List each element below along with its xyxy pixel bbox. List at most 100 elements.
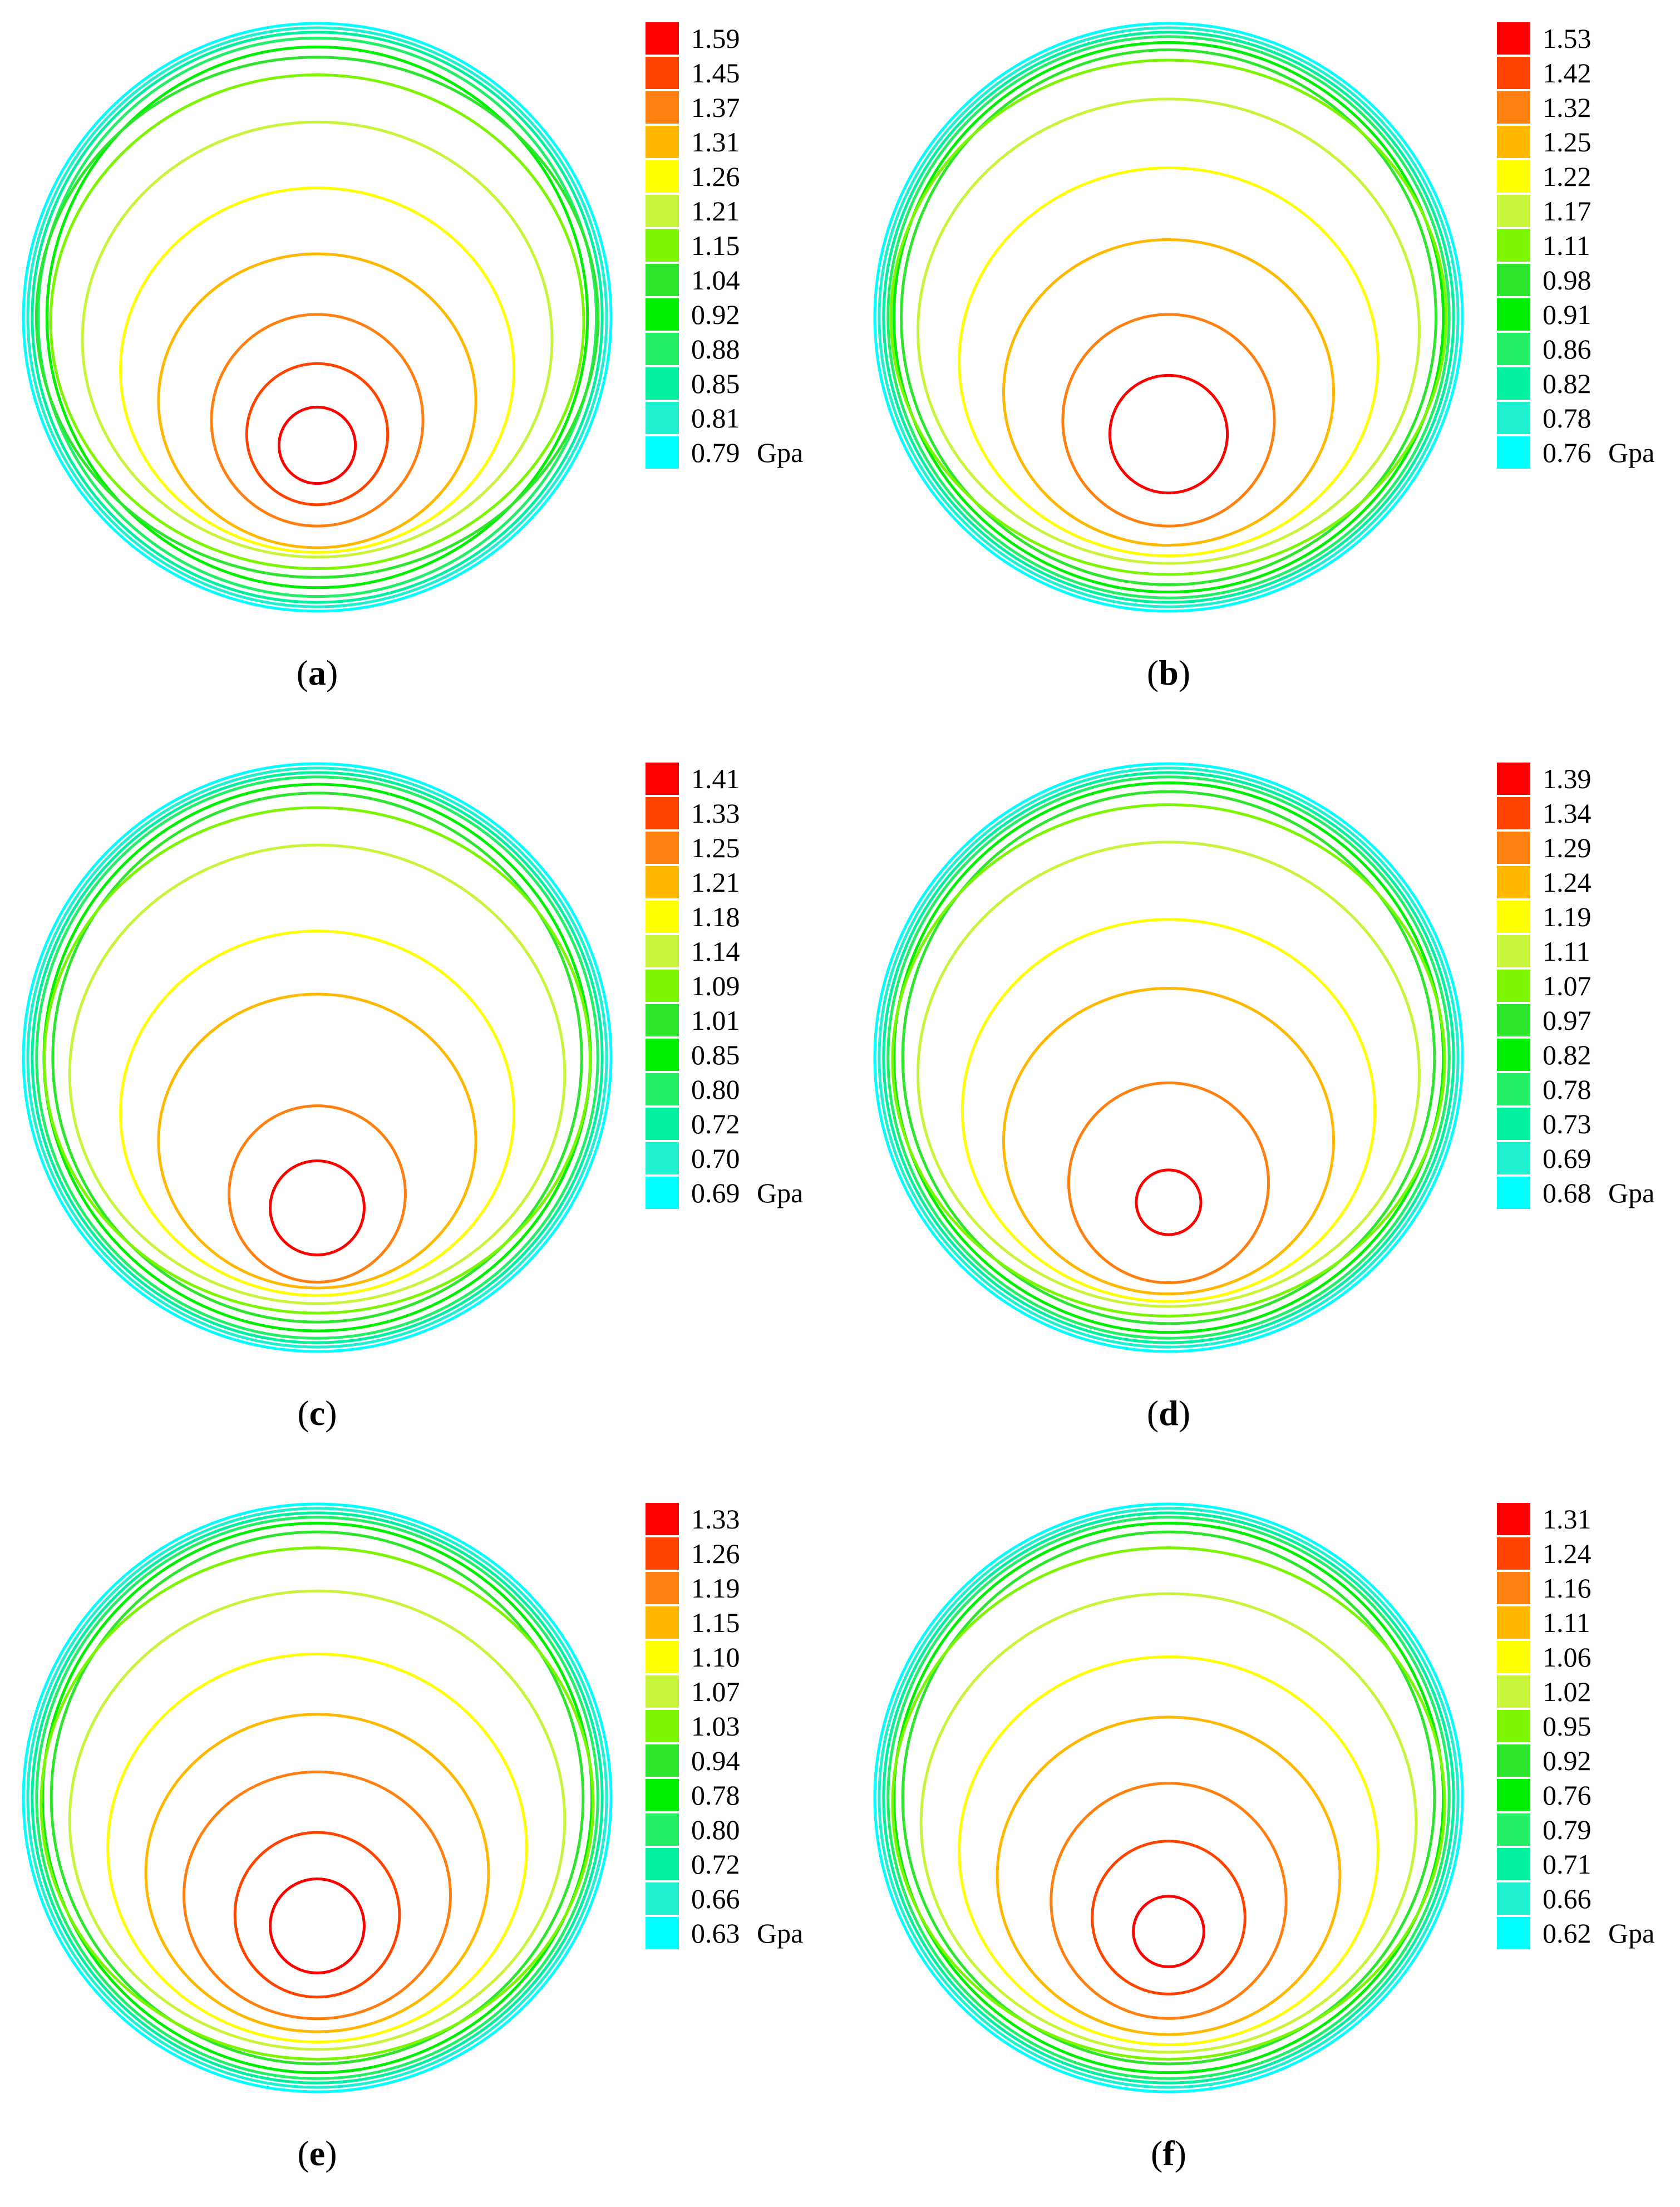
contour-line xyxy=(1002,986,1336,1296)
legend-label: 0.95 xyxy=(1543,1710,1592,1742)
legend-swatch xyxy=(1497,298,1530,331)
legend-label: 0.72 xyxy=(691,1108,740,1139)
contour-lines-f xyxy=(873,1502,1464,2093)
panel-caption-d: (d) xyxy=(1147,1393,1190,1433)
contour-line xyxy=(182,1770,452,2021)
legend-label: 1.26 xyxy=(691,1538,740,1569)
legend-swatch xyxy=(646,1882,679,1915)
legend-swatch xyxy=(646,1710,679,1742)
legend-label: 1.07 xyxy=(1543,970,1592,1001)
legend-swatch xyxy=(1497,367,1530,400)
contour-line xyxy=(49,73,585,571)
legend-swatch xyxy=(1497,1108,1530,1140)
legend-label: 0.70 xyxy=(691,1143,740,1174)
contour-line xyxy=(269,1159,366,1256)
legend-label: 1.01 xyxy=(691,1005,740,1036)
contour-line xyxy=(31,771,604,1344)
contour-line xyxy=(1067,1081,1270,1285)
legend-label: 0.79 xyxy=(1543,1814,1592,1845)
legend-swatch xyxy=(1497,1641,1530,1673)
legend-swatch xyxy=(1497,797,1530,829)
legend-label: 0.86 xyxy=(1543,333,1592,365)
legend-label: 0.66 xyxy=(1543,1883,1592,1914)
legend-label: 1.26 xyxy=(691,161,740,192)
legend-label: 1.24 xyxy=(1543,867,1592,898)
legend-label: 1.32 xyxy=(1543,92,1592,123)
contour-line xyxy=(996,1716,1342,2036)
legend-swatch xyxy=(1497,1004,1530,1036)
legend-swatch xyxy=(646,298,679,331)
legend-swatch xyxy=(1497,126,1530,158)
legend-label: 0.80 xyxy=(691,1074,740,1105)
legend-label: 1.06 xyxy=(1543,1641,1592,1673)
contour-line xyxy=(245,362,390,507)
legend-swatch xyxy=(1497,901,1530,933)
legend-swatch xyxy=(646,367,679,400)
contour-line xyxy=(26,26,608,608)
contour-lines-a xyxy=(22,22,613,613)
legend-label: 1.31 xyxy=(1543,1503,1592,1535)
legend-swatch xyxy=(646,866,679,898)
legend-swatch xyxy=(646,1813,679,1846)
legend-swatch xyxy=(1497,1572,1530,1604)
contour-line xyxy=(1091,1840,1247,1995)
legend-swatch xyxy=(646,1744,679,1777)
contour-line xyxy=(886,775,1451,1340)
legend-unit: Gpa xyxy=(757,1177,803,1208)
legend-c: 1.41 1.331.25 1.211.18 1.141.09 1.010.85 0.80… xyxy=(646,763,803,1209)
legend-swatch xyxy=(646,264,679,296)
legend-unit: Gpa xyxy=(1608,437,1654,468)
contour-lines-d xyxy=(873,762,1464,1353)
legend-swatch xyxy=(1497,832,1530,864)
legend-label: 1.59 xyxy=(691,23,740,54)
legend-label: 1.11 xyxy=(1543,1607,1590,1638)
legend-swatch xyxy=(1497,195,1530,227)
contour-line xyxy=(277,405,357,485)
legend-label: 1.31 xyxy=(691,126,740,158)
legend-swatch xyxy=(646,126,679,158)
legend-label: 1.16 xyxy=(1543,1572,1592,1604)
legend-swatch xyxy=(646,935,679,967)
contour-line xyxy=(1061,313,1276,528)
legend-label: 0.80 xyxy=(691,1814,740,1845)
legend-swatch xyxy=(646,22,679,55)
legend-swatch xyxy=(646,402,679,434)
legend-label: 1.34 xyxy=(1543,798,1592,829)
panel-c: 1.41 1.331.25 1.211.18 1.141.09 1.010.85 0.80… xyxy=(22,762,803,1433)
contour-line xyxy=(42,783,592,1333)
contour-line xyxy=(35,1516,599,2080)
legend-swatch xyxy=(646,1675,679,1708)
legend-label: 1.25 xyxy=(691,832,740,863)
legend-label: 1.42 xyxy=(1543,57,1592,89)
contour-line xyxy=(873,1502,1464,2093)
contour-line xyxy=(917,97,1421,565)
legend-label: 1.04 xyxy=(691,264,740,296)
legend-swatch xyxy=(646,229,679,262)
contour-line xyxy=(960,918,1377,1303)
contour-line xyxy=(1135,1168,1203,1236)
legend-swatch xyxy=(646,1108,679,1140)
contour-line xyxy=(892,1521,1445,2075)
contour-line xyxy=(36,36,598,598)
panel-caption-e: (e) xyxy=(297,2134,337,2173)
legend-swatch xyxy=(646,91,679,124)
legend-label: 0.66 xyxy=(691,1883,740,1914)
contour-line xyxy=(886,1516,1451,2080)
contour-line xyxy=(882,771,1455,1344)
contour-line xyxy=(26,1507,608,2089)
legend-unit: Gpa xyxy=(1608,1918,1654,1949)
legend-label: 1.33 xyxy=(691,798,740,829)
legend-label: 1.33 xyxy=(691,1503,740,1535)
legend-label: 0.76 xyxy=(1543,1780,1592,1811)
legend-swatch xyxy=(646,1917,679,1949)
contour-line xyxy=(233,1831,401,1999)
legend-swatch xyxy=(1497,1537,1530,1570)
legend-swatch xyxy=(1497,1744,1530,1777)
legend-label: 0.85 xyxy=(691,368,740,399)
legend-label: 0.72 xyxy=(691,1849,740,1880)
legend-swatch xyxy=(646,1572,679,1604)
legend-swatch xyxy=(646,763,679,795)
contour-line xyxy=(882,31,1455,604)
legend-swatch xyxy=(646,1039,679,1071)
contour-line xyxy=(31,31,604,604)
